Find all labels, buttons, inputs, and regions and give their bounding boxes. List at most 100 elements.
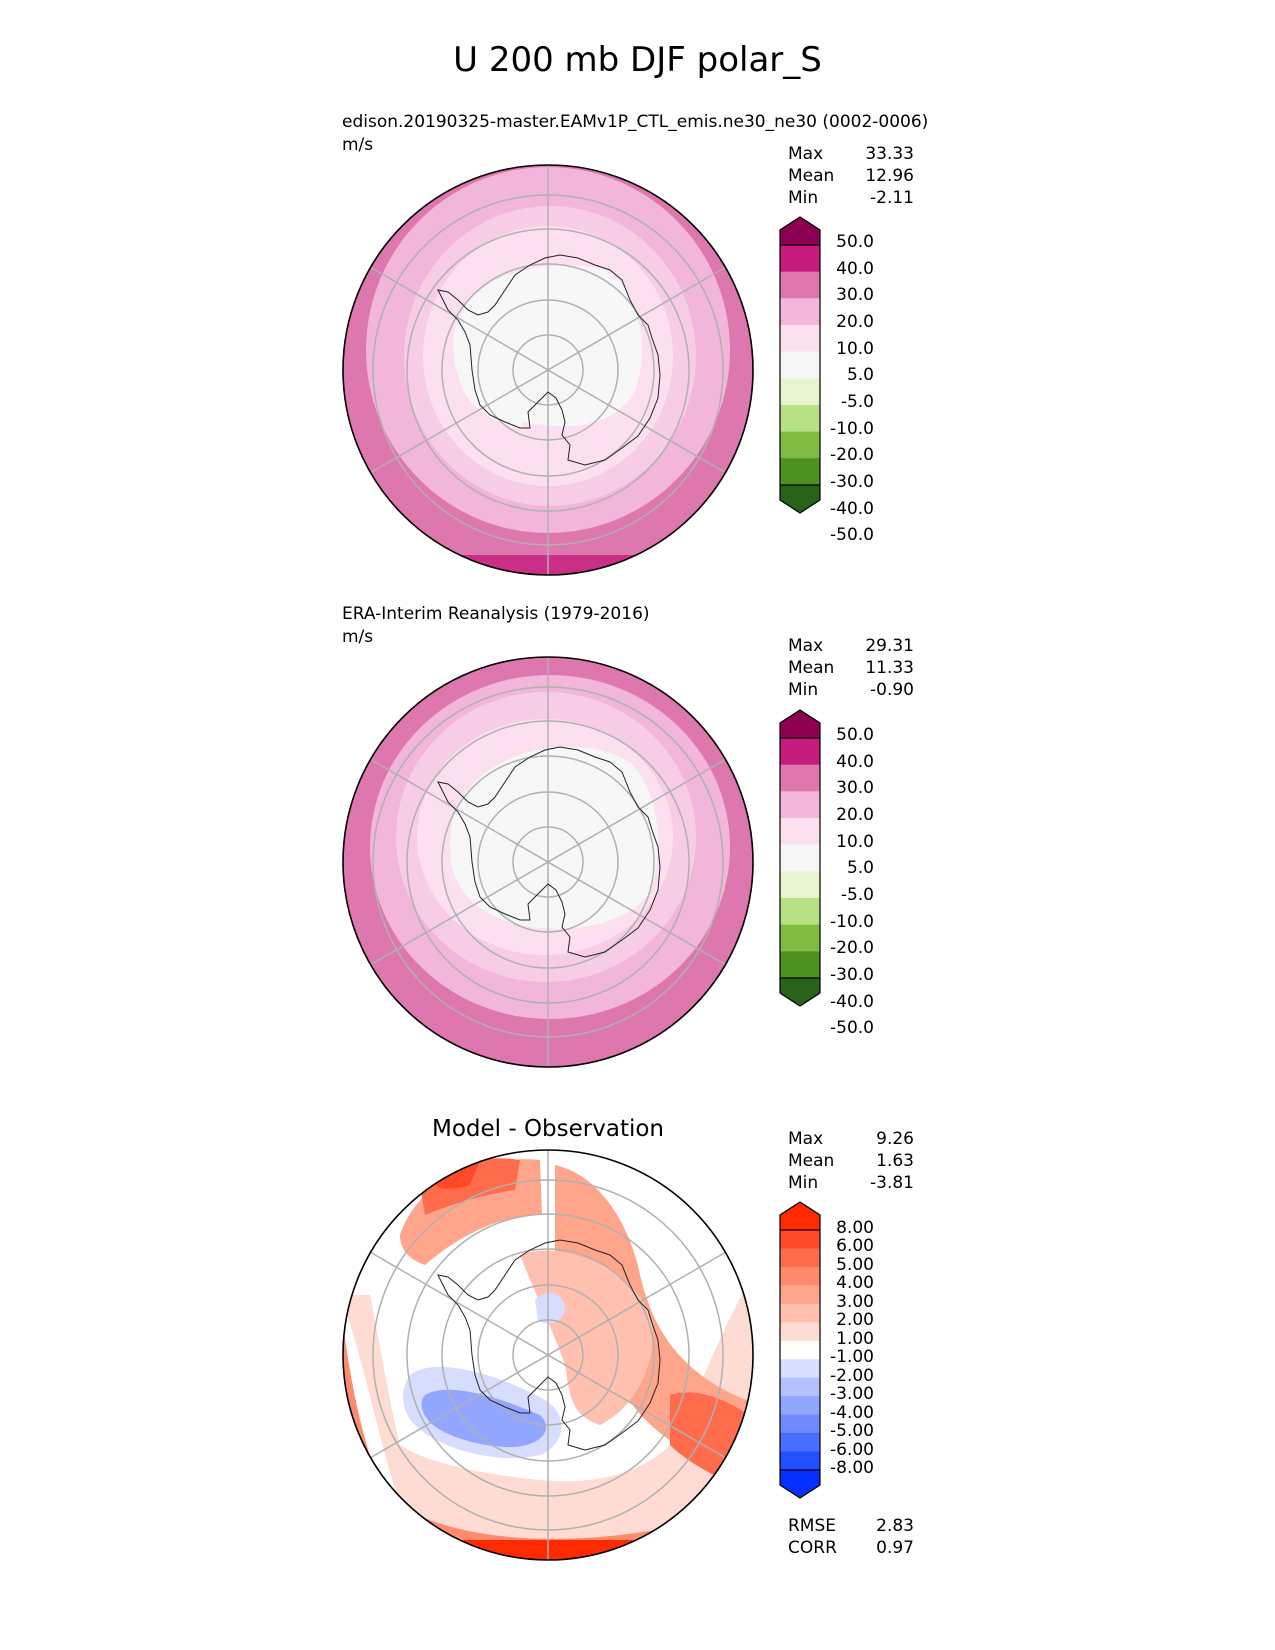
colorbar-frame xyxy=(779,737,821,979)
colorbar-swatch xyxy=(780,1451,820,1471)
colorbar-swatch xyxy=(780,1285,820,1305)
stat-min: Min -0.90 xyxy=(788,680,914,700)
stat-mean: Mean 11.33 xyxy=(788,658,914,678)
stat-mean: Mean 12.96 xyxy=(788,166,914,186)
panel-1-colorbar xyxy=(779,216,821,514)
panel-2-title: ERA-Interim Reanalysis (1979-2016) xyxy=(342,604,650,624)
panel-2-stats: Max 29.31 Mean 11.33 Min -0.90 xyxy=(788,635,914,701)
colorbar-tick-label: -20.0 xyxy=(830,938,874,959)
colorbar-tick-label: -20.0 xyxy=(830,445,874,466)
colorbar-tick-label: -50.0 xyxy=(830,525,874,546)
coastline-antarctica xyxy=(437,254,661,466)
colorbar-tick-label: 40.0 xyxy=(836,258,874,279)
map-border xyxy=(342,1149,754,1561)
graticule xyxy=(369,657,727,1067)
colorbar-extend-min xyxy=(780,978,820,1006)
stat-max: Max 29.31 xyxy=(788,636,914,656)
colorbar-tick-label: -40.0 xyxy=(830,498,874,519)
field-band-edge xyxy=(343,555,753,575)
colorbar-frame xyxy=(779,1229,821,1471)
colorbar-tick-label: 3.00 xyxy=(836,1291,874,1312)
panel-3-title: Model - Observation xyxy=(431,1116,665,1142)
stat-max: Max 33.33 xyxy=(788,144,914,164)
colorbar-swatch xyxy=(780,431,820,459)
map-border xyxy=(342,164,754,576)
stat-mean: Mean 1.63 xyxy=(788,1151,914,1171)
colorbar-tick-label: 20.0 xyxy=(836,805,874,825)
diff-band-bottom-max xyxy=(343,1540,753,1560)
colorbar-tick-label: -5.0 xyxy=(840,392,874,412)
colorbar-swatch xyxy=(780,1377,820,1397)
colorbar-swatch xyxy=(780,1414,820,1434)
colorbar-swatch xyxy=(780,871,820,899)
field-band-low-peninsula xyxy=(458,370,525,430)
colorbar-swatch xyxy=(780,378,820,406)
colorbar-tick-label: -2.00 xyxy=(830,1365,874,1386)
colorbar-tick-label: 5.00 xyxy=(836,1254,874,1275)
colorbar-tick-label: 30.0 xyxy=(836,778,874,799)
colorbar-swatch xyxy=(780,898,820,926)
colorbar-swatch xyxy=(780,738,820,766)
panel-3-map xyxy=(342,1149,754,1561)
colorbar-swatch xyxy=(780,1322,820,1342)
panel-2-colorbar xyxy=(779,709,821,1007)
colorbar-extend-min xyxy=(780,1470,820,1498)
colorbar-frame xyxy=(779,244,821,486)
colorbar-extend-max xyxy=(780,710,820,738)
colorbar-tick-label: -30.0 xyxy=(830,472,874,492)
metric-rmse: RMSE 2.83 xyxy=(788,1516,914,1536)
colorbar-extend-min xyxy=(780,485,820,513)
colorbar-tick-label: 5.0 xyxy=(846,365,874,386)
colorbar-tick-label: 2.00 xyxy=(836,1310,874,1331)
colorbar-extend-outline xyxy=(779,216,821,514)
panel-2-units: m/s xyxy=(342,627,374,647)
colorbar-tick-label: -1.00 xyxy=(830,1347,874,1368)
colorbar-swatch xyxy=(780,951,820,979)
colorbar-swatch xyxy=(780,1248,820,1268)
panel-3-stats: Max 9.26 Mean 1.63 Min -3.81 xyxy=(788,1128,914,1194)
colorbar-swatch xyxy=(780,245,820,273)
coastline-antarctica xyxy=(437,746,661,958)
colorbar-swatch xyxy=(780,1359,820,1379)
colorbar-swatch xyxy=(780,1266,820,1286)
colorbar-tick-label: -40.0 xyxy=(830,991,874,1012)
colorbar-tick-label: -50.0 xyxy=(830,1018,874,1039)
colorbar-swatches xyxy=(780,1202,820,1498)
stat-max: Max 9.26 xyxy=(788,1129,914,1149)
panel-3-metrics: RMSE 2.83 CORR 0.97 xyxy=(788,1515,914,1559)
map-border xyxy=(342,656,754,1068)
colorbar-swatch xyxy=(780,791,820,819)
colorbar-tick-label: -8.00 xyxy=(830,1458,874,1478)
colorbar-swatch xyxy=(780,298,820,326)
panel-1-units: m/s xyxy=(342,135,374,155)
colorbar-tick-label: 10.0 xyxy=(836,831,874,852)
colorbar-extend-max xyxy=(780,217,820,245)
colorbar-tick-label: -30.0 xyxy=(830,965,874,985)
panel-1-map xyxy=(342,164,754,576)
diff-band-1-2 xyxy=(343,1265,753,1543)
colorbar-swatch xyxy=(780,405,820,433)
diff-band-neg-3 xyxy=(421,1389,546,1448)
colorbar-swatch xyxy=(780,764,820,792)
field-band-low xyxy=(450,746,659,929)
colorbar-tick-label: -6.00 xyxy=(830,1439,874,1460)
colorbar-tick-label: 20.0 xyxy=(836,312,874,332)
panel-3-colorbar xyxy=(779,1201,821,1499)
colorbar-swatch xyxy=(780,271,820,299)
stat-min: Min -2.11 xyxy=(788,188,914,208)
colorbar-swatch xyxy=(780,1433,820,1453)
coastline-antarctica xyxy=(437,1239,661,1451)
colorbar-swatches xyxy=(780,217,820,513)
figure-title: U 200 mb DJF polar_S xyxy=(453,40,822,80)
colorbar-tick-label: -4.00 xyxy=(830,1402,874,1423)
metric-corr: CORR 0.97 xyxy=(788,1538,914,1558)
colorbar-extend-outline xyxy=(779,1201,821,1499)
panel-1-title: edison.20190325-master.EAMv1P_CTL_emis.n… xyxy=(342,112,929,132)
colorbar-tick-label: 5.0 xyxy=(846,858,874,879)
graticule xyxy=(369,1150,727,1560)
colorbar-tick-label: -3.00 xyxy=(830,1384,874,1405)
colorbar-swatch xyxy=(780,1303,820,1323)
colorbar-tick-label: 40.0 xyxy=(836,751,874,772)
colorbar-swatch xyxy=(780,924,820,952)
colorbar-tick-label: 50.0 xyxy=(836,725,874,745)
